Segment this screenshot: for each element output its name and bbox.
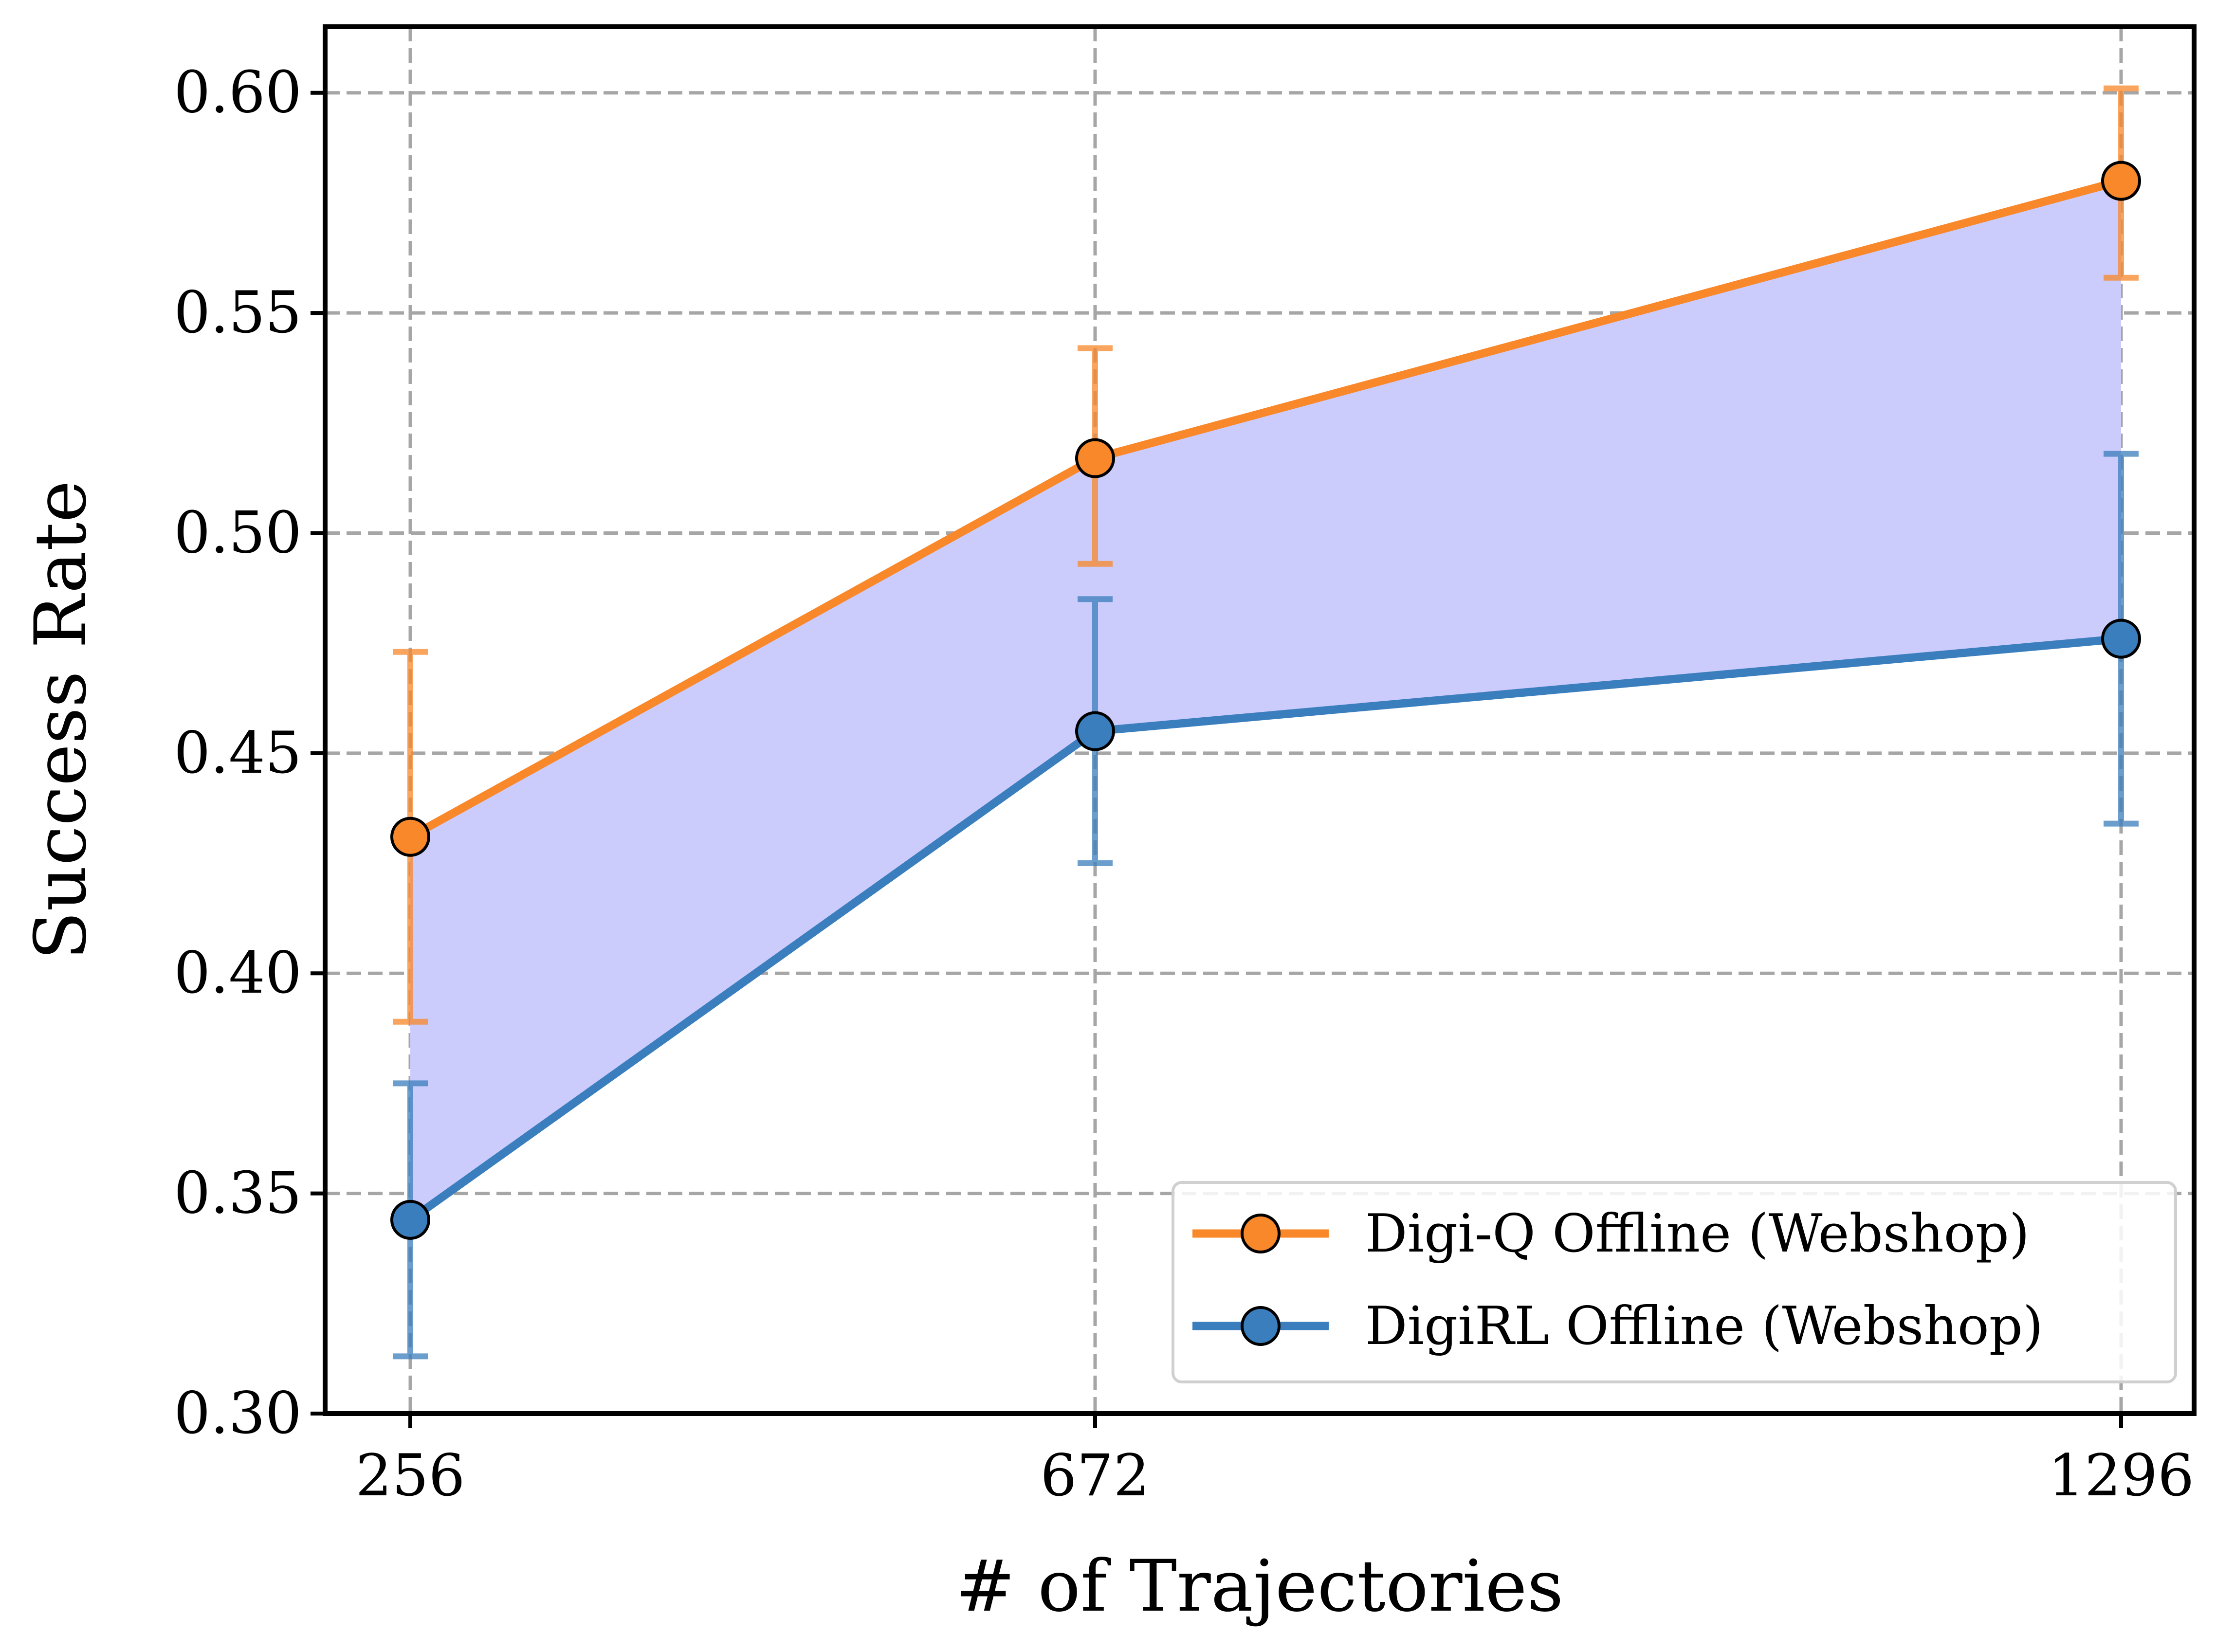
y-tick-label: 0.40	[174, 939, 302, 1006]
y-tick-label: 0.50	[174, 499, 302, 566]
x-tick-label: 256	[355, 1442, 465, 1509]
legend-box	[1172, 1181, 2177, 1383]
data-point	[1075, 711, 1115, 751]
plot-frame	[323, 24, 2197, 1416]
series-markers	[390, 161, 2141, 1240]
x-axis-ticks: 256 672 1296	[355, 1414, 2194, 1509]
y-tick-label: 0.35	[174, 1160, 302, 1227]
y-tick-label: 0.55	[174, 279, 302, 346]
legend: Digi-Q Offline (Webshop) DigiRL Offline (…	[1172, 1181, 2177, 1383]
legend-swatch-marker	[1241, 1306, 1281, 1346]
y-axis-title: Success Rate	[19, 480, 102, 960]
data-point	[390, 1199, 430, 1240]
y-tick-label: 0.45	[174, 719, 302, 786]
legend-label: Digi-Q Offline (Webshop)	[1365, 1203, 2030, 1264]
legend-swatch-marker	[1241, 1214, 1281, 1253]
y-tick-label: 0.60	[174, 59, 302, 126]
fill-between-band	[410, 181, 2121, 1220]
x-axis-title: # of Trajectories	[955, 1545, 1563, 1628]
legend-label: DigiRL Offline (Webshop)	[1365, 1296, 2043, 1357]
data-point	[1075, 438, 1115, 478]
x-tick-label: 1296	[2048, 1442, 2194, 1509]
data-point	[390, 817, 430, 857]
y-axis-ticks: 0.30 0.35 0.40 0.45 0.50 0.55 0.60	[174, 59, 325, 1447]
y-tick-label: 0.30	[174, 1380, 302, 1447]
x-tick-label: 672	[1040, 1442, 1150, 1509]
data-point	[2101, 618, 2141, 659]
data-point	[2101, 161, 2141, 201]
